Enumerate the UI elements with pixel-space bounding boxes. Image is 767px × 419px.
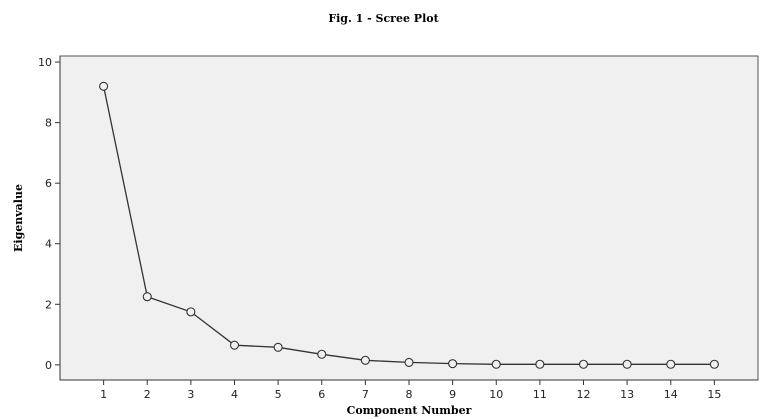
data-point-marker (578, 359, 589, 369)
x-tick-label: 9 (449, 388, 456, 401)
y-tick-label: 4 (45, 238, 52, 251)
x-tick-label: 2 (144, 388, 151, 401)
y-tick-label: 10 (38, 56, 52, 69)
data-point-marker (709, 359, 719, 369)
data-point-marker (273, 342, 283, 352)
y-tick-label: 2 (45, 298, 52, 311)
data-point-marker (229, 340, 240, 350)
plot-area (59, 55, 759, 381)
x-tick-label: 1 (100, 388, 107, 401)
x-tick-label: 10 (489, 388, 503, 401)
x-tick-label: 13 (620, 388, 634, 401)
data-point-marker (535, 359, 545, 369)
x-tick-label: 8 (406, 388, 413, 401)
data-point-marker (142, 292, 152, 302)
data-point-marker (317, 349, 327, 359)
data-point-marker (360, 355, 370, 365)
y-tick-label: 8 (45, 117, 52, 130)
y-axis-title: Eigenvalue (12, 184, 25, 252)
x-tick-label: 5 (275, 388, 282, 401)
x-tick-label: 12 (577, 388, 591, 401)
x-tick-label: 3 (187, 388, 194, 401)
y-tick-label: 0 (45, 359, 52, 372)
x-tick-label: 7 (362, 388, 369, 401)
data-point-marker (491, 359, 501, 369)
x-tick-label: 15 (707, 388, 721, 401)
x-axis-title: Component Number (347, 404, 472, 417)
data-point-marker (448, 359, 458, 369)
x-tick-label: 11 (533, 388, 547, 401)
x-tick-label: 6 (318, 388, 325, 401)
x-tick-label: 14 (664, 388, 678, 401)
data-point-marker (666, 359, 676, 369)
data-point-marker (622, 359, 632, 369)
x-tick-label: 4 (231, 388, 238, 401)
data-point-marker (99, 81, 109, 91)
data-point-marker (404, 357, 414, 367)
y-tick-label: 6 (45, 177, 52, 190)
chart-title: Fig. 1 - Scree Plot (328, 12, 439, 25)
data-point-marker (186, 307, 196, 317)
